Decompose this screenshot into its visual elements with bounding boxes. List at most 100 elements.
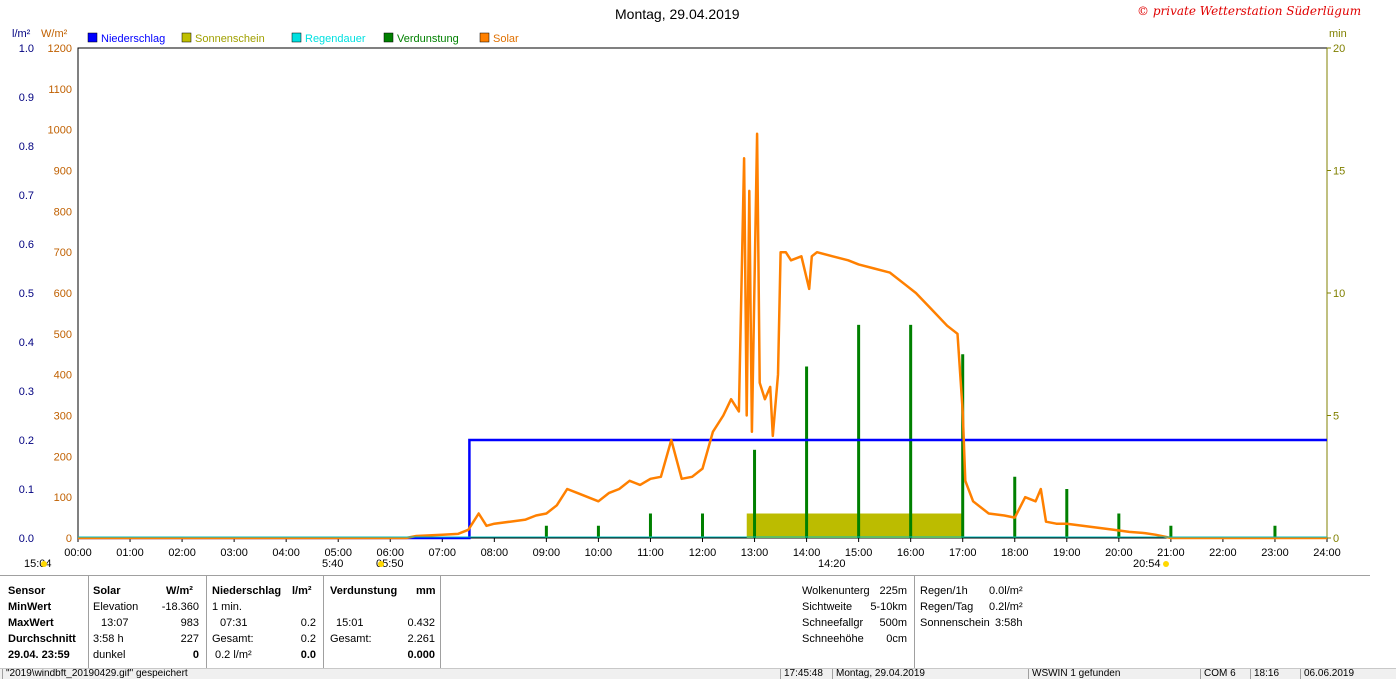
status-today: 06.06.2019 [1300,669,1394,679]
x-tick-label: 12:00 [689,547,717,559]
rain-day-label: Regen/Tag [920,601,974,613]
precip-max-value: 0.2 [300,617,316,629]
solar-elevation-value: -18.360 [161,601,199,613]
y-left-solar-tick: 100 [54,492,72,504]
x-tick-label: 24:00 [1313,547,1341,559]
visibility-label: Sichtweite [802,601,853,613]
durchschnitt-label: Durchschnitt [8,633,76,645]
y-left-solar-tick: 800 [54,206,72,218]
y-right-tick: 20 [1333,43,1345,55]
separator [206,576,207,668]
y-left-precip-tick: 0.4 [19,337,34,349]
evaporation-spike [701,513,704,538]
y-left-precip-tick: 0.0 [19,533,34,545]
x-tick-label: 14:00 [793,547,821,559]
x-tick-label: 22:00 [1209,547,1237,559]
solar-dunkel-value: 0 [192,649,199,661]
sun-marker-icon [378,561,384,567]
chart-area: 00:00 01:00 02:00 03:00 04:00 05:00 06:00 07:00… [12,28,1347,570]
solar-line [78,132,1327,540]
status-com: COM 6 [1200,669,1242,679]
maxwert-label: MaxWert [8,617,54,629]
x-tick-label: 21:00 [1157,547,1185,559]
y-left-solar-tick: 0 [66,533,72,545]
unit-min-label: min [1329,28,1347,40]
legend-swatch [383,32,394,43]
legend-label: Verdunstung [397,33,459,45]
evap-column: Verdunstung mm 15:01 0.432 Gesamt: 2.261… [330,576,440,668]
separator [440,576,441,668]
x-tick-label: 01:00 [116,547,144,559]
y-left-solar-tick: 500 [54,329,72,341]
evap-day-value: 0.000 [407,649,435,661]
chart-legend: Niederschlag Sonnenschein Regendauer Verdun… [87,32,519,45]
rain-1h-label: Regen/1h [920,585,968,597]
y-left-precip-tick: 0.5 [19,288,34,300]
status-clock: 18:16 [1250,669,1294,679]
x-tick-label: 16:00 [897,547,925,559]
solar-elevation-label: Elevation [93,601,139,613]
evaporation-spike [648,513,652,538]
x-tick-label: 13:00 [741,547,769,559]
status-time: 17:45:48 [780,669,832,679]
precip-day-value: 0.0 [300,649,316,661]
evaporation-spike [961,354,965,538]
legend-swatch [181,32,192,43]
sun-marker-icon [1163,561,1169,567]
weather-column: Wolkenunterg 225m Sichtweite 5-10km Schn… [802,576,912,668]
sensor-column: Sensor MinWert MaxWert Durchschnitt 29.0… [8,576,88,668]
sensor-header: Sensor [8,585,46,597]
y-left-precip-tick: 1.0 [19,43,34,55]
x-tick-label: 07:00 [429,547,457,559]
legend-swatch [87,32,98,43]
evaporation-spike [1065,489,1069,538]
y-left-precip-tick: 0.6 [19,239,34,251]
x-tick-label: 00:00 [64,547,92,559]
evap-header: Verdunstung [330,585,398,597]
evaporation-spike [753,449,757,538]
evaporation-spike [544,525,548,538]
precip-total-value: 0.2 [300,633,316,645]
y-left-precip-tick: 0.8 [19,141,34,153]
plot-frame [77,47,1328,539]
snowline-label: Schneefallgr [802,617,864,629]
evaporation-spike [1169,525,1173,538]
visibility-value: 5-10km [870,601,907,613]
solar-column: Solar W/m² Elevation -18.360 13:07 983 3… [93,576,203,668]
unit-w-label: W/m² [41,28,68,40]
time-annotation: 5:40 [322,558,343,570]
evap-total-value: 2.261 [407,633,435,645]
minwert-label: MinWert [8,601,52,613]
y-left-solar-tick: 1000 [48,125,72,137]
y-right-tick: 5 [1333,411,1339,423]
x-tick-label: 15:00 [845,547,873,559]
legend-label: Sonnenschein [195,33,265,45]
x-tick-label: 19:00 [1053,547,1081,559]
sunshine-bars [746,513,963,538]
y-left-precip-tick: 0.9 [19,92,34,104]
precip-column: Niederschlag l/m² 1 min. 07:31 0.2 Gesam… [212,576,320,668]
separator [88,576,89,668]
evaporation-bars [544,324,1277,538]
evaporation-spike [857,324,861,538]
x-tick-label: 08:00 [481,547,509,559]
sun-marker-icon [41,561,47,567]
x-tick-label: 09:00 [533,547,561,559]
copyright-label: © private Wetterstation Süderlügum [1137,4,1362,18]
x-tick-label: 02:00 [168,547,196,559]
separator [323,576,324,668]
chart-annotations: 15:04 5:40 05:50 14:20 20:54 [24,558,1169,570]
time-annotation: 20:54 [1133,558,1161,570]
solar-dunkel: dunkel [93,649,126,661]
y-left-solar-tick: 200 [54,451,72,463]
y-left-precip-tick: 0.3 [19,386,34,398]
unit-l-label: l/m² [12,28,31,40]
x-tick-label: 03:00 [220,547,248,559]
evap-unit: mm [416,585,436,597]
stats-panel: Sensor MinWert MaxWert Durchschnitt 29.0… [0,575,1370,668]
solar-unit: W/m² [166,585,193,597]
cloudbase-value: 225m [879,585,907,597]
y-left-precip-tick: 0.2 [19,435,34,447]
sunshine-bar [746,513,963,538]
status-date: Montag, 29.04.2019 [832,669,1026,679]
